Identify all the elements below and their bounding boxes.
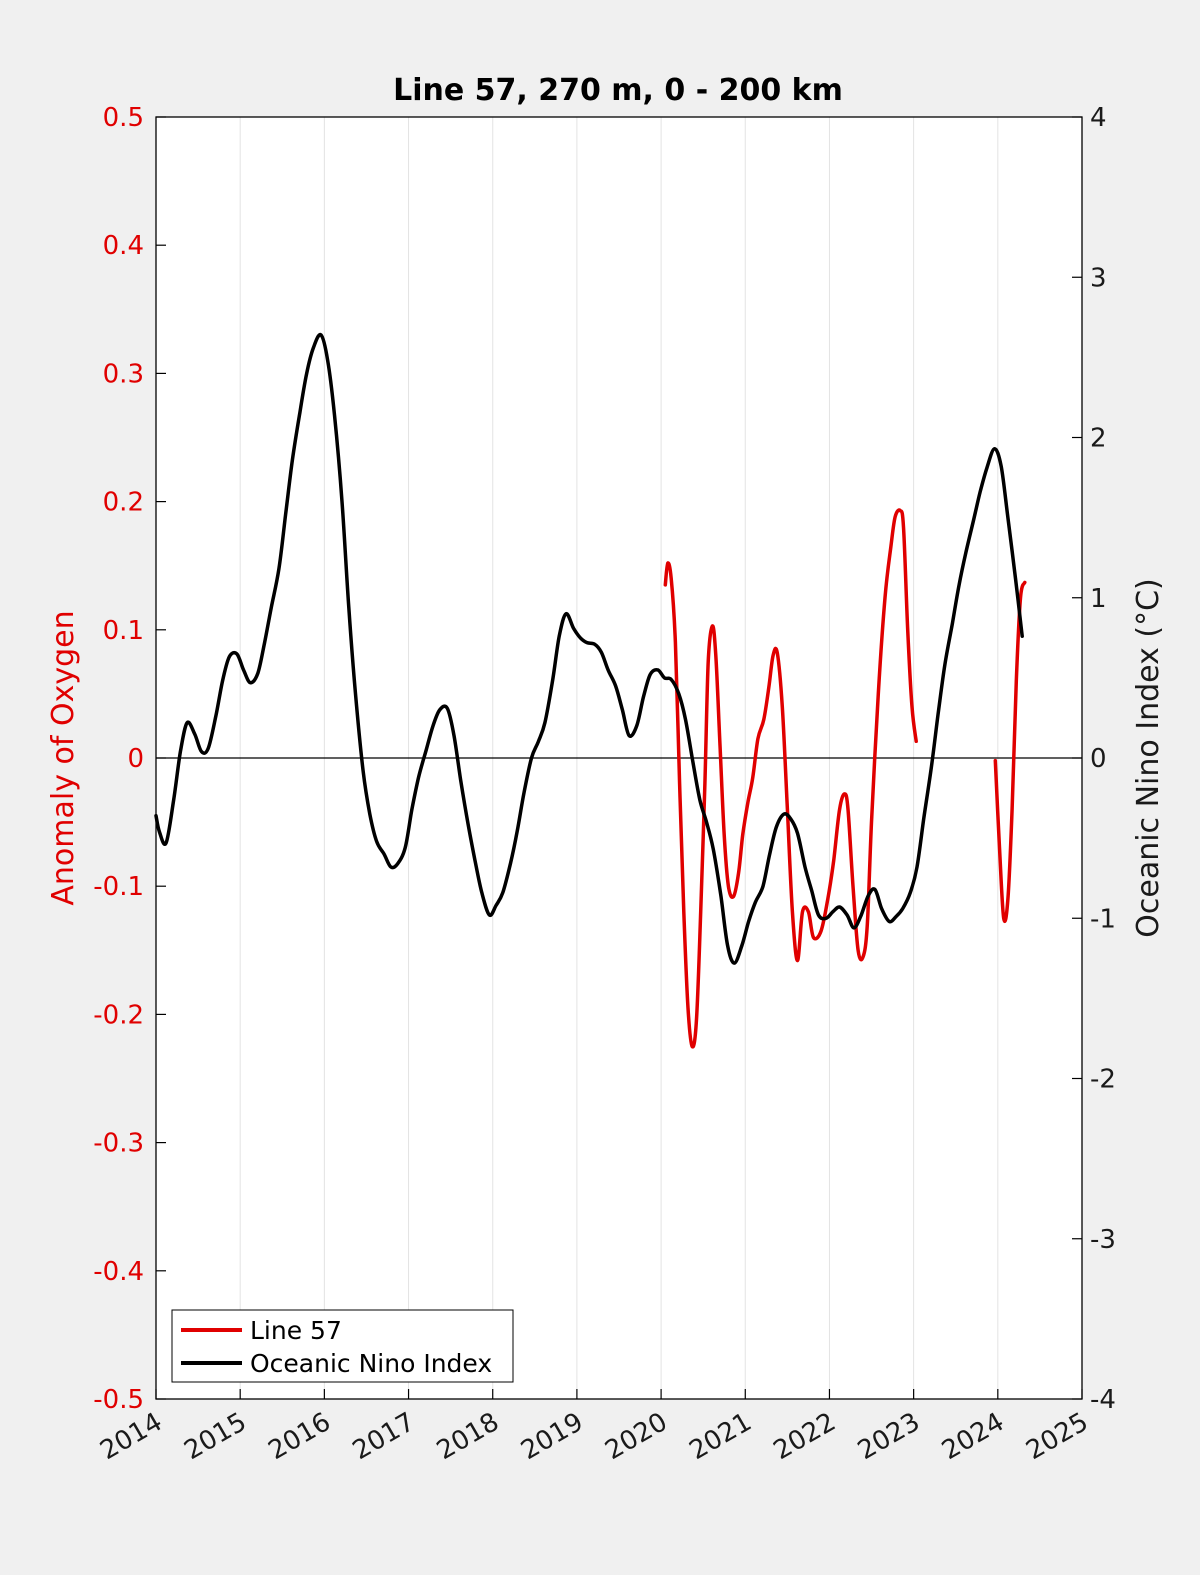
right-tick-label: 1 [1090,584,1107,614]
x-tick-label-2018: 2018 [432,1407,504,1466]
legend-box [171,1309,514,1383]
x-tick-label-2020: 2020 [600,1407,672,1466]
x-tick-label-2021: 2021 [684,1407,756,1466]
x-tick-label-2017: 2017 [348,1407,420,1466]
legend-label-line-57: Line 57 [250,1316,342,1345]
x-tick-label-2019: 2019 [516,1407,588,1466]
right-tick-label: -4 [1090,1385,1116,1415]
left-tick-label: -0.5 [93,1385,144,1415]
chart-title: Line 57, 270 m, 0 - 200 km [393,73,843,108]
right-y-axis-label: Oceanic Nino Index (°C) [1131,578,1166,938]
right-tick-label: -2 [1090,1065,1116,1095]
right-tick-label: 3 [1090,263,1107,293]
x-tick-label-2025: 2025 [1021,1407,1093,1466]
legend: Line 57 Oceanic Nino Index [171,1309,514,1383]
x-tick-label-2014: 2014 [95,1407,167,1466]
right-tick-label: 0 [1090,744,1107,774]
right-tick-label: 4 [1090,103,1107,133]
left-tick-label: 0.5 [103,103,144,133]
x-tick-label-2024: 2024 [937,1407,1009,1466]
x-tick-label-2015: 2015 [179,1407,251,1466]
x-tick-label-2023: 2023 [853,1407,925,1466]
left-tick-label: -0.2 [93,1000,144,1030]
right-tick-label: -1 [1090,904,1116,934]
left-tick-label: -0.1 [93,872,144,902]
x-tick-label-2022: 2022 [769,1407,841,1466]
x-axis: 2014 2015 2016 2017 2018 2019 2020 2021 2022 2023… [95,1389,1094,1466]
x-tick-label-2016: 2016 [264,1407,336,1466]
left-tick-label: 0.1 [103,616,144,646]
left-y-axis-label: Anomaly of Oxygen [46,610,81,905]
right-y-axis: 4 3 2 1 0 -1 -2 -3 -4 [1072,103,1116,1415]
legend-label-oceanic-nino-index: Oceanic Nino Index [250,1349,492,1378]
left-tick-label: 0.3 [103,359,144,389]
left-tick-label: -0.3 [93,1129,144,1159]
left-tick-label: -0.4 [93,1257,144,1287]
right-tick-label: -3 [1090,1225,1116,1255]
series-lines [154,332,1027,1049]
series-line-line-57-segment-1 [663,508,918,1049]
left-tick-label: 0.2 [103,488,144,518]
right-tick-label: 2 [1090,424,1107,454]
series-line-oceanic-nino-index-segment-1 [154,332,1024,965]
left-y-axis: 0.5 0.4 0.3 0.2 0.1 0 -0.1 -0.2 -0.3 -0.4 -0.5 [93,103,166,1415]
left-tick-label: 0.4 [103,231,144,261]
left-tick-label: 0 [127,744,144,774]
